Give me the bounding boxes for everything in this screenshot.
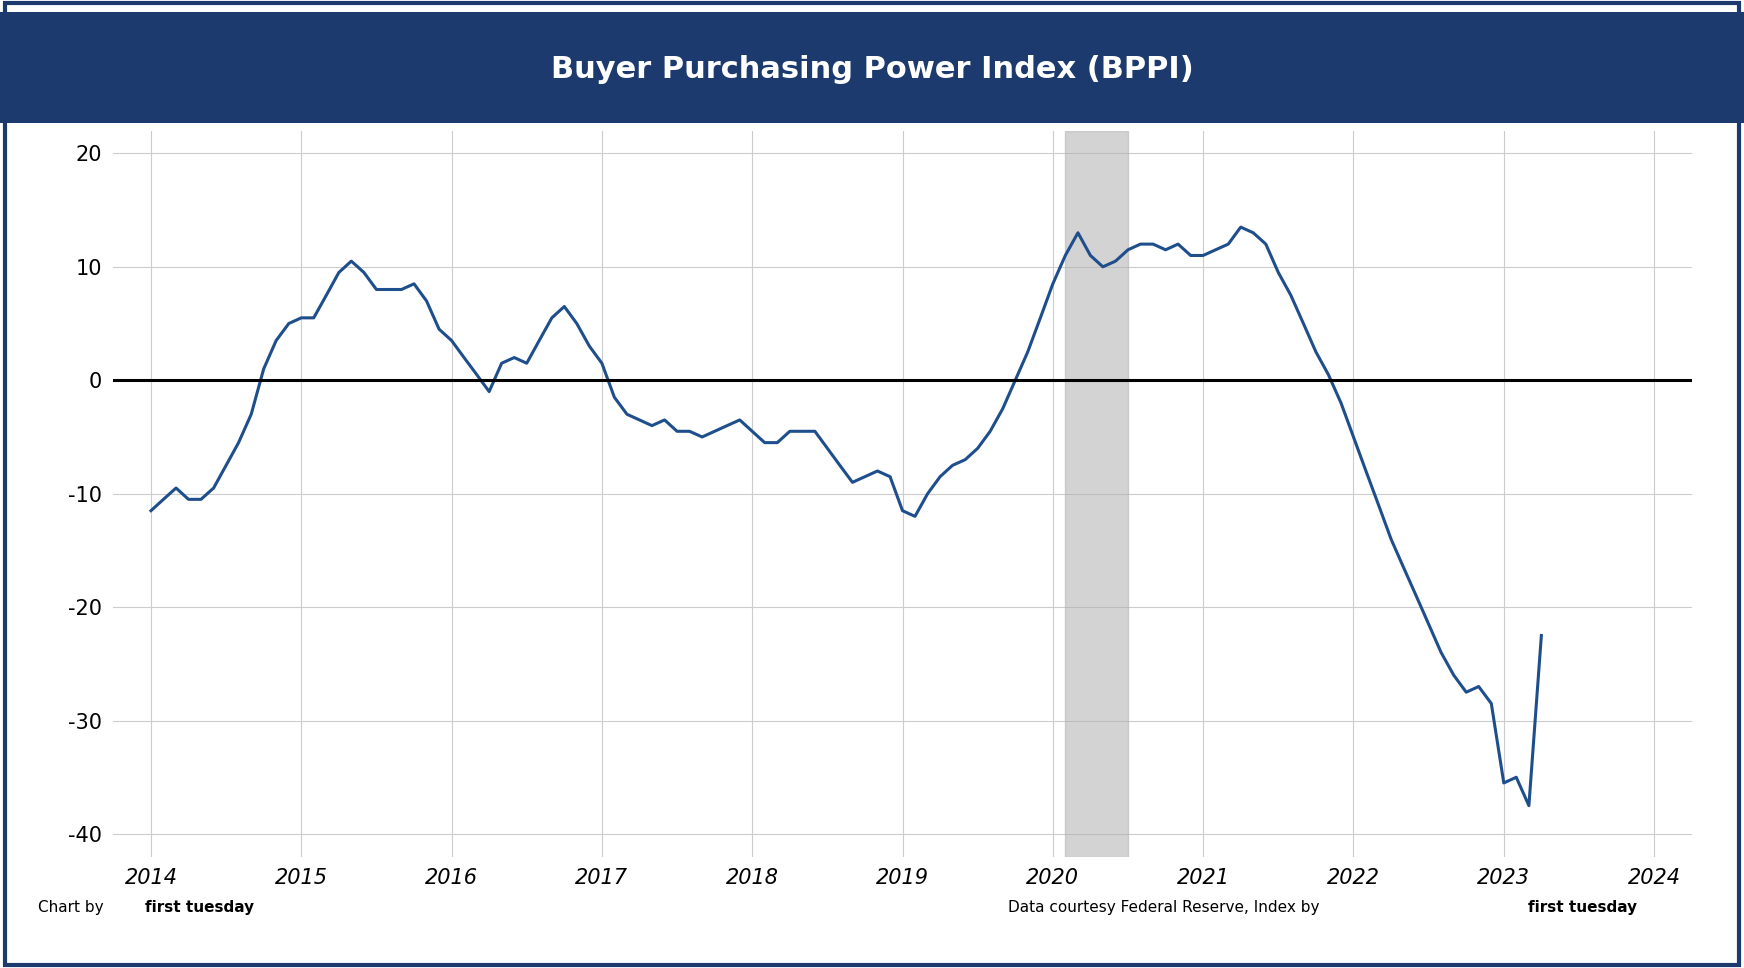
Text: first tuesday: first tuesday: [1528, 900, 1638, 916]
Text: Chart by: Chart by: [38, 900, 108, 916]
Text: Data courtesy Federal Reserve, Index by: Data courtesy Federal Reserve, Index by: [1008, 900, 1324, 916]
Text: Buyer Purchasing Power Index (BPPI): Buyer Purchasing Power Index (BPPI): [551, 55, 1193, 84]
Bar: [1066, 131, 1128, 857]
Text: first tuesday: first tuesday: [145, 900, 255, 916]
